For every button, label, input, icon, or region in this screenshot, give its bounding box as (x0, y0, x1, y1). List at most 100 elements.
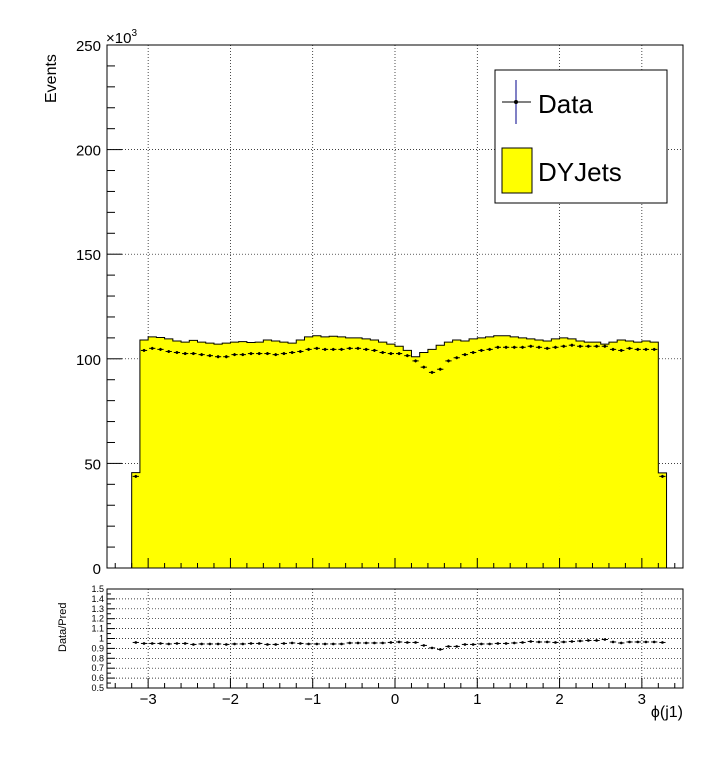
dyjets-bar (370, 339, 379, 568)
dyjets-bar (559, 337, 569, 568)
data-point (586, 344, 590, 348)
ratio-point (323, 642, 327, 646)
data-point (274, 353, 278, 357)
ratio-point (447, 645, 450, 648)
dyjets-bar (477, 337, 486, 568)
dyjets-bar (526, 338, 536, 568)
data-point (636, 347, 640, 351)
dyjets-bar (411, 356, 421, 568)
ratio-point (488, 642, 491, 646)
dyjets-bar (222, 343, 231, 568)
y-multiplier: ×103 (106, 28, 137, 47)
data-point (200, 353, 204, 357)
data-point (315, 346, 319, 350)
data-point (331, 347, 335, 351)
data-point (233, 353, 236, 357)
dyjets-bar (469, 338, 478, 568)
dyjets-bar (353, 337, 363, 568)
data-point (504, 345, 508, 349)
ratio-point (208, 642, 212, 646)
data-point (397, 352, 401, 355)
dyjets-bar (312, 335, 322, 568)
dyjets-bar (238, 341, 248, 568)
dyjets-bar (567, 338, 577, 568)
data-point (661, 474, 664, 478)
data-point (644, 347, 648, 351)
data-point (192, 352, 195, 355)
ratio-point (397, 640, 401, 644)
dyjets-bar (304, 336, 314, 568)
dyjets-bar (205, 343, 215, 568)
ratio-point (578, 639, 582, 643)
dyjets-bar (296, 339, 305, 568)
ratio-point (406, 641, 409, 644)
ratio-point (249, 642, 253, 645)
dyjets-bar (156, 337, 165, 568)
x-tick-label: −1 (304, 691, 321, 708)
data-point (554, 345, 557, 349)
dyjets-bar (148, 336, 157, 568)
ratio-y-tick-label: 0.7 (91, 663, 104, 673)
ratio-point (150, 642, 154, 645)
data-point (512, 345, 516, 349)
ratio-point (200, 642, 203, 646)
ratio-point (299, 642, 302, 645)
dyjets-bar (485, 336, 495, 568)
ratio-point (233, 642, 236, 646)
data-point (282, 352, 286, 355)
ratio-point (430, 646, 434, 650)
dyjets-bar (452, 339, 462, 568)
data-point (611, 347, 615, 351)
dyjets-bar (337, 336, 347, 568)
ratio-point (225, 643, 228, 646)
data-point (348, 346, 352, 350)
ratio-point (619, 641, 623, 645)
dyjets-bar (551, 338, 560, 568)
data-point (578, 344, 582, 348)
ratio-y-tick-label: 0.9 (91, 643, 104, 653)
ratio-point (282, 642, 286, 645)
ratio-point (644, 640, 648, 644)
dyjets-histogram (131, 335, 668, 568)
dyjets-bar (501, 335, 511, 568)
data-point (480, 349, 483, 352)
dyjets-bar (172, 341, 182, 568)
x-tick-label: −2 (222, 691, 239, 708)
ratio-point (455, 645, 459, 648)
data-point (373, 349, 376, 352)
y-tick-label: 250 (76, 38, 101, 55)
ratio-point (414, 641, 417, 644)
dyjets-bar (625, 341, 635, 568)
dyjets-bar (213, 344, 223, 568)
dyjets-bar (493, 335, 503, 568)
dyjets-bar (419, 352, 429, 568)
ratio-point (438, 648, 442, 651)
ratio-point (134, 641, 138, 644)
ratio-y-tick-label: 0.8 (91, 653, 104, 663)
data-point (307, 347, 310, 351)
ratio-y-tick-label: 1 (99, 634, 104, 644)
ratio-point (562, 640, 565, 644)
data-point (488, 347, 492, 351)
dyjets-bar (345, 337, 355, 568)
ratio-y-tick-label: 1.4 (91, 594, 104, 604)
ratio-point (661, 641, 664, 644)
dyjets-bar (288, 343, 297, 568)
ratio-y-tick-label: 0.6 (91, 673, 104, 683)
y-tick-label: 0 (93, 561, 101, 578)
ratio-point (389, 641, 393, 644)
dyjets-bar (246, 342, 256, 568)
data-point (422, 365, 426, 369)
dyjets-bar (592, 342, 602, 568)
data-point (628, 346, 631, 350)
data-point (290, 351, 294, 354)
ratio-y-tick-label: 0.5 (91, 683, 104, 693)
legend-data-marker (502, 80, 531, 124)
ratio-point (587, 639, 590, 642)
data-point (340, 347, 343, 351)
x-tick-label: −3 (140, 691, 157, 708)
ratio-point (529, 640, 533, 643)
dyjets-bar (584, 342, 593, 568)
data-point (570, 343, 574, 347)
